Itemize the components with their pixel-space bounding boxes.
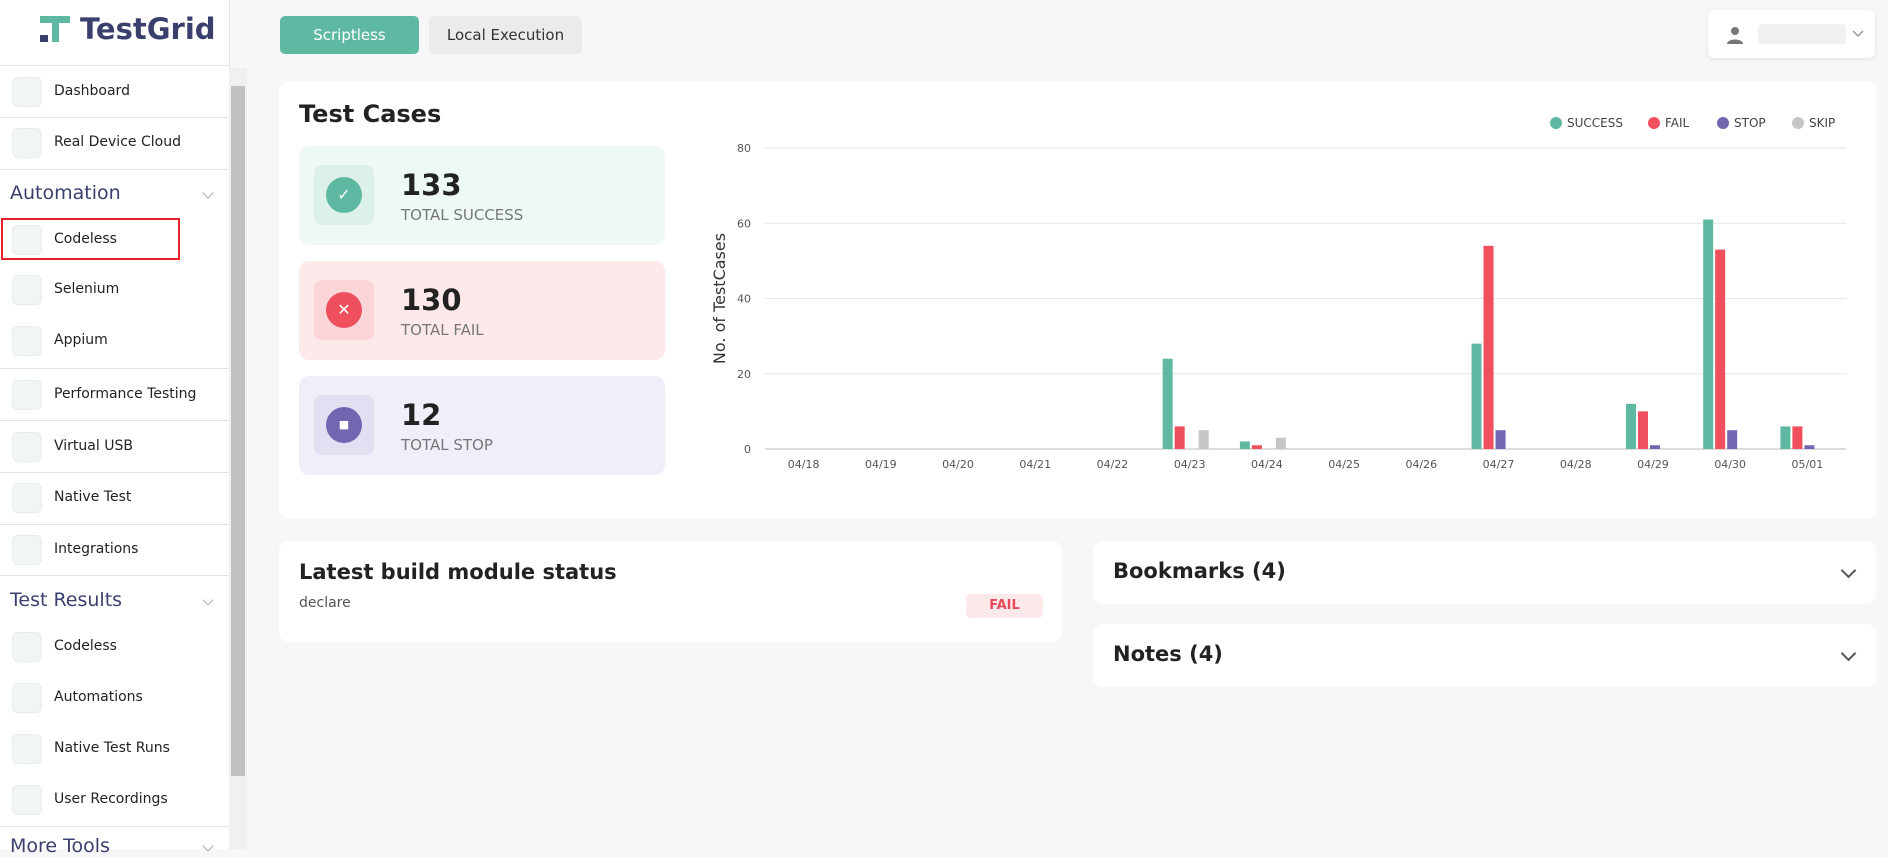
logo-icon — [40, 16, 70, 42]
divider — [0, 65, 229, 66]
stat-icon: ✓ — [326, 177, 362, 213]
nav-item[interactable]: Integrations — [54, 541, 139, 557]
divider — [0, 524, 229, 525]
nav-item[interactable]: Dashboard — [54, 83, 130, 99]
divider — [0, 169, 229, 170]
nav-icon — [12, 380, 42, 410]
scrollbar[interactable] — [229, 68, 247, 849]
nav-item[interactable]: Automations — [54, 689, 143, 705]
divider — [0, 826, 229, 827]
stat-icon: ■ — [326, 407, 362, 443]
user-menu[interactable] — [1708, 10, 1875, 58]
nav-icon — [12, 275, 42, 305]
nav-icon — [12, 785, 42, 815]
nav-icon — [12, 535, 42, 565]
tab[interactable]: Local Execution — [429, 16, 582, 54]
nav-item[interactable]: Codeless — [54, 231, 117, 247]
divider — [0, 368, 229, 369]
stat-label: TOTAL STOP — [401, 436, 493, 454]
stat-icon: ✕ — [326, 292, 362, 328]
divider — [0, 420, 229, 421]
section-heading[interactable]: Automation — [10, 182, 121, 204]
selection-highlight — [1, 218, 180, 260]
stat-label: TOTAL SUCCESS — [401, 206, 524, 224]
nav-item[interactable]: Appium — [54, 332, 108, 348]
nav-item[interactable]: Performance Testing — [54, 386, 197, 402]
nav-icon — [12, 734, 42, 764]
nav-item[interactable]: Native Test — [54, 489, 132, 505]
section-heading[interactable]: Test Results — [10, 589, 123, 611]
nav-icon — [12, 683, 42, 713]
nav-item[interactable]: Selenium — [54, 281, 120, 297]
nav-icon — [12, 128, 42, 158]
nav-icon — [12, 432, 42, 462]
nav-item[interactable]: Native Test Runs — [54, 740, 170, 756]
nav-icon — [12, 225, 42, 255]
latest-build-card — [279, 541, 1062, 642]
divider — [0, 117, 229, 118]
nav-icon — [12, 483, 42, 513]
nav-item[interactable]: User Recordings — [54, 791, 168, 807]
card-title: Test Cases — [299, 100, 442, 128]
nav-item[interactable]: Real Device Cloud — [54, 134, 181, 150]
nav-item[interactable]: Virtual USB — [54, 438, 133, 454]
panel-title[interactable]: Notes (4) — [1113, 642, 1223, 666]
nav-icon — [12, 326, 42, 356]
module-name: declare — [299, 595, 351, 611]
divider — [0, 472, 229, 473]
brand: TestGrid — [80, 12, 216, 46]
card-title: Latest build module status — [299, 560, 617, 584]
divider — [0, 575, 229, 576]
tab[interactable]: Scriptless — [280, 16, 419, 54]
nav-icon — [12, 77, 42, 107]
panel-title[interactable]: Bookmarks (4) — [1113, 559, 1286, 583]
scrollbar-thumb[interactable] — [231, 86, 245, 776]
accordion-panel[interactable] — [1093, 624, 1876, 687]
stat-label: TOTAL FAIL — [401, 321, 484, 339]
stat-value: 130 — [401, 283, 462, 317]
nav-icon — [12, 632, 42, 662]
stat-value: 133 — [401, 168, 462, 202]
status-badge: FAIL — [966, 594, 1043, 618]
accordion-panel[interactable] — [1093, 541, 1876, 604]
section-heading[interactable]: More Tools — [10, 835, 110, 857]
stat-value: 12 — [401, 398, 442, 432]
nav-item[interactable]: Codeless — [54, 638, 117, 654]
